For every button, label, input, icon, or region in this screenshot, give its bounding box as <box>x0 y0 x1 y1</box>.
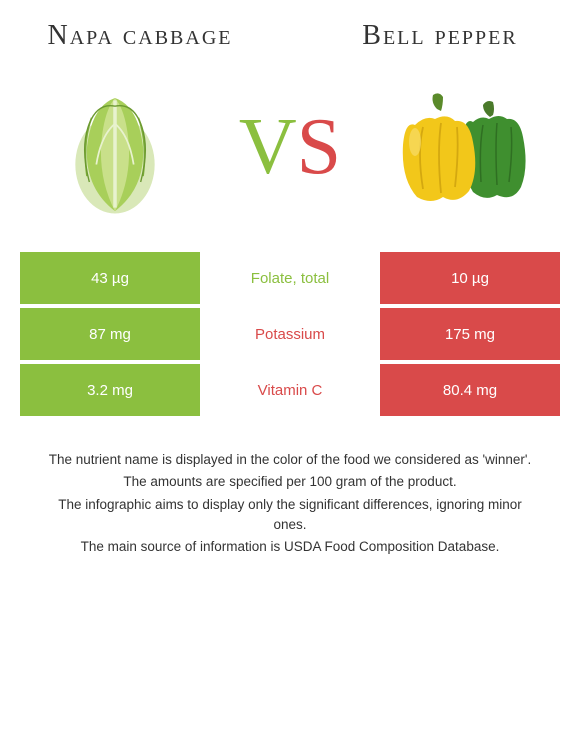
table-row: 87 mg Potassium 175 mg <box>20 308 560 364</box>
right-value: 80.4 mg <box>380 364 560 420</box>
header-row: Napa cabbage Bell pepper <box>20 20 560 52</box>
footer-notes: The nutrient name is displayed in the co… <box>20 450 560 557</box>
cabbage-icon <box>45 77 185 217</box>
left-value: 3.2 mg <box>20 364 200 420</box>
footer-line: The main source of information is USDA F… <box>40 537 540 557</box>
right-food-image <box>390 72 540 222</box>
pepper-icon <box>395 77 535 217</box>
table-row: 43 µg Folate, total 10 µg <box>20 252 560 308</box>
nutrient-label: Potassium <box>200 308 380 364</box>
vs-label: VS <box>239 102 341 193</box>
table-row: 3.2 mg Vitamin C 80.4 mg <box>20 364 560 420</box>
right-value: 175 mg <box>380 308 560 364</box>
infographic-container: Napa cabbage Bell pepper VS <box>0 0 580 754</box>
right-food-title: Bell pepper <box>340 20 540 52</box>
right-value: 10 µg <box>380 252 560 308</box>
vs-v-letter: V <box>239 103 297 191</box>
vs-s-letter: S <box>297 103 342 191</box>
footer-line: The nutrient name is displayed in the co… <box>40 450 540 470</box>
left-value: 87 mg <box>20 308 200 364</box>
nutrient-label: Folate, total <box>200 252 380 308</box>
nutrient-label: Vitamin C <box>200 364 380 420</box>
comparison-table: 43 µg Folate, total 10 µg 87 mg Potassiu… <box>20 252 560 420</box>
images-row: VS <box>20 72 560 222</box>
left-food-image <box>40 72 190 222</box>
left-food-title: Napa cabbage <box>40 21 240 52</box>
footer-line: The amounts are specified per 100 gram o… <box>40 472 540 492</box>
left-value: 43 µg <box>20 252 200 308</box>
footer-line: The infographic aims to display only the… <box>40 495 540 536</box>
